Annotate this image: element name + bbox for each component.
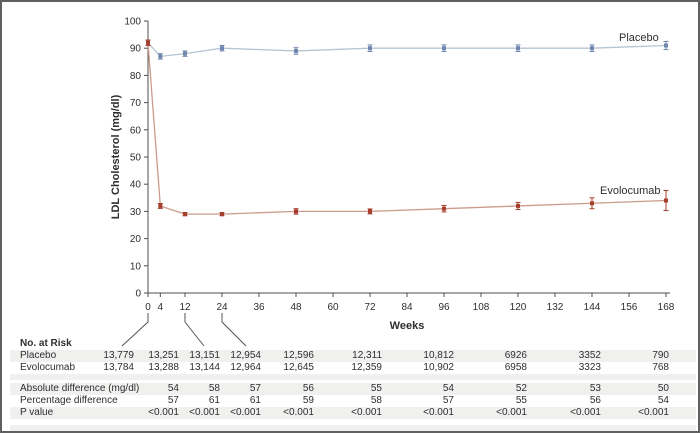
placebo-marker <box>664 43 668 48</box>
evolocumab-marker <box>220 212 224 217</box>
evolocumab-line <box>147 42 667 215</box>
x-tick-label: 132 <box>547 302 564 313</box>
y-tick-label: 60 <box>130 125 142 136</box>
leader-line <box>121 313 149 347</box>
series-area <box>145 39 669 217</box>
x-tick-label: 96 <box>438 302 450 313</box>
y-tick-label: 70 <box>130 98 142 109</box>
x-tick-label: 144 <box>584 302 601 313</box>
evolocumab-marker <box>368 209 372 214</box>
y-tick-label: 40 <box>130 180 142 191</box>
y-tick-label: 0 <box>135 289 141 300</box>
x-tick-label: 108 <box>473 302 490 313</box>
x-tick-label: 0 <box>145 302 151 313</box>
x-tick-label: 36 <box>253 302 265 313</box>
y-tick-label: 100 <box>124 17 141 28</box>
y-tick-label: 50 <box>130 153 142 164</box>
evolocumab-marker <box>146 40 150 45</box>
y-axis-title: LDL Cholesterol (mg/dl) <box>110 94 122 219</box>
placebo-series <box>145 39 669 60</box>
placebo-marker <box>442 46 446 51</box>
x-tick-label: 84 <box>401 302 413 313</box>
y-tick-label: 90 <box>130 44 142 55</box>
y-tick-label: 10 <box>130 261 142 272</box>
evolocumab-series-label: Evolocumab <box>600 185 661 197</box>
evolocumab-marker <box>442 206 446 211</box>
y-tick-label: 80 <box>130 71 142 82</box>
placebo-marker <box>368 46 372 51</box>
placebo-marker <box>294 48 298 53</box>
x-tick-label: 4 <box>158 302 164 313</box>
placebo-marker <box>516 46 520 51</box>
x-axis-title: Weeks <box>390 320 425 332</box>
leader-lines <box>121 313 247 347</box>
placebo-marker <box>590 46 594 51</box>
evolocumab-marker <box>294 209 298 214</box>
evolocumab-marker <box>516 203 520 208</box>
y-tick-label: 30 <box>130 207 142 218</box>
evolocumab-marker <box>183 212 187 217</box>
placebo-marker <box>183 51 187 56</box>
x-tick-label: 48 <box>290 302 302 313</box>
placebo-line <box>147 42 667 58</box>
evolocumab-marker <box>158 203 163 208</box>
x-tick-label: 72 <box>364 302 376 313</box>
evolocumab-marker <box>664 198 668 203</box>
x-tick-label: 60 <box>327 302 339 313</box>
x-tick-label: 120 <box>510 302 527 313</box>
x-tick-label: 24 <box>216 302 228 313</box>
leader-line <box>221 313 247 347</box>
placebo-series-label: Placebo <box>619 32 659 44</box>
evolocumab-marker <box>590 201 594 206</box>
x-tick-label: 12 <box>179 302 191 313</box>
y-tick-label: 20 <box>130 234 142 245</box>
x-tick-label: 156 <box>621 302 638 313</box>
leader-line <box>184 313 205 347</box>
placebo-marker <box>158 54 163 59</box>
placebo-marker <box>220 46 224 51</box>
x-tick-label: 168 <box>658 302 675 313</box>
evolocumab-series <box>145 39 669 217</box>
